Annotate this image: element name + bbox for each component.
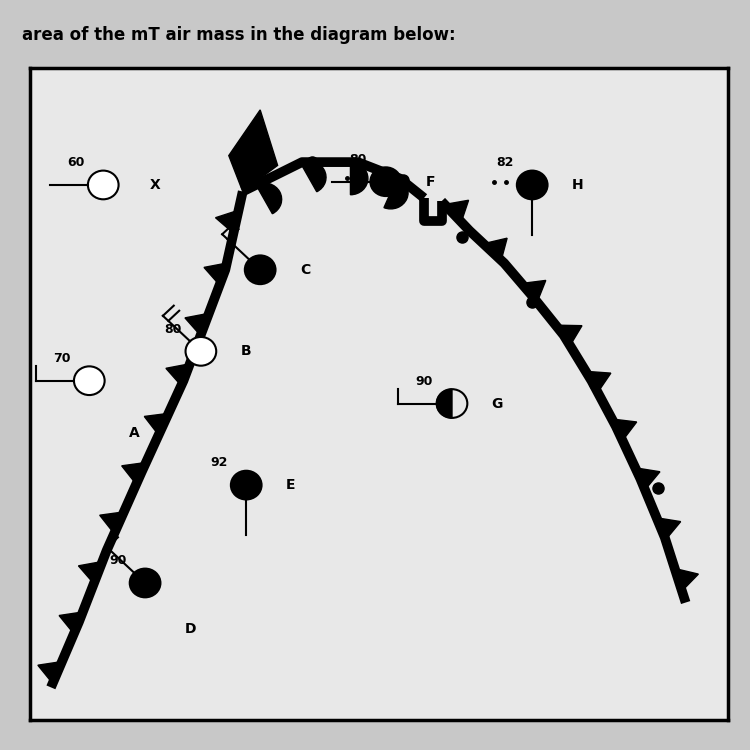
Polygon shape bbox=[144, 413, 169, 435]
Text: area of the mT air mass in the diagram below:: area of the mT air mass in the diagram b… bbox=[22, 26, 456, 44]
Text: 90: 90 bbox=[109, 554, 126, 567]
Wedge shape bbox=[301, 161, 326, 192]
Polygon shape bbox=[436, 389, 452, 418]
Text: 82: 82 bbox=[496, 156, 513, 170]
Text: C: C bbox=[300, 262, 310, 277]
Polygon shape bbox=[484, 238, 507, 260]
Polygon shape bbox=[557, 326, 582, 346]
Polygon shape bbox=[445, 200, 469, 222]
Wedge shape bbox=[384, 178, 408, 209]
Text: G: G bbox=[492, 397, 503, 410]
Wedge shape bbox=[350, 162, 368, 195]
Text: A: A bbox=[129, 426, 140, 440]
Text: D: D bbox=[184, 622, 196, 636]
Polygon shape bbox=[586, 371, 610, 392]
Polygon shape bbox=[521, 280, 546, 302]
Text: 90: 90 bbox=[416, 375, 434, 388]
Text: 80: 80 bbox=[350, 153, 367, 166]
Circle shape bbox=[74, 366, 105, 395]
Text: 80: 80 bbox=[165, 322, 182, 336]
Polygon shape bbox=[229, 110, 278, 191]
Circle shape bbox=[130, 568, 160, 597]
Polygon shape bbox=[613, 419, 637, 440]
Text: 70: 70 bbox=[53, 352, 70, 365]
Text: X: X bbox=[150, 178, 160, 192]
Text: B: B bbox=[241, 344, 251, 358]
Polygon shape bbox=[636, 468, 660, 490]
Polygon shape bbox=[79, 562, 103, 584]
Polygon shape bbox=[675, 568, 698, 591]
Polygon shape bbox=[100, 512, 124, 533]
Text: 60: 60 bbox=[67, 156, 85, 170]
Text: E: E bbox=[286, 478, 296, 492]
Wedge shape bbox=[256, 183, 282, 214]
Polygon shape bbox=[59, 612, 83, 634]
Polygon shape bbox=[38, 662, 62, 683]
Polygon shape bbox=[122, 463, 146, 484]
Circle shape bbox=[517, 170, 548, 200]
Circle shape bbox=[370, 167, 401, 196]
Polygon shape bbox=[204, 262, 228, 285]
Circle shape bbox=[88, 170, 118, 200]
Text: H: H bbox=[572, 178, 584, 192]
Circle shape bbox=[231, 471, 262, 500]
Text: 92: 92 bbox=[210, 457, 227, 470]
Polygon shape bbox=[166, 364, 190, 386]
Polygon shape bbox=[656, 518, 681, 540]
Circle shape bbox=[244, 256, 275, 284]
Polygon shape bbox=[215, 210, 238, 233]
Text: F: F bbox=[425, 175, 435, 189]
Circle shape bbox=[185, 337, 216, 366]
Polygon shape bbox=[185, 314, 209, 335]
